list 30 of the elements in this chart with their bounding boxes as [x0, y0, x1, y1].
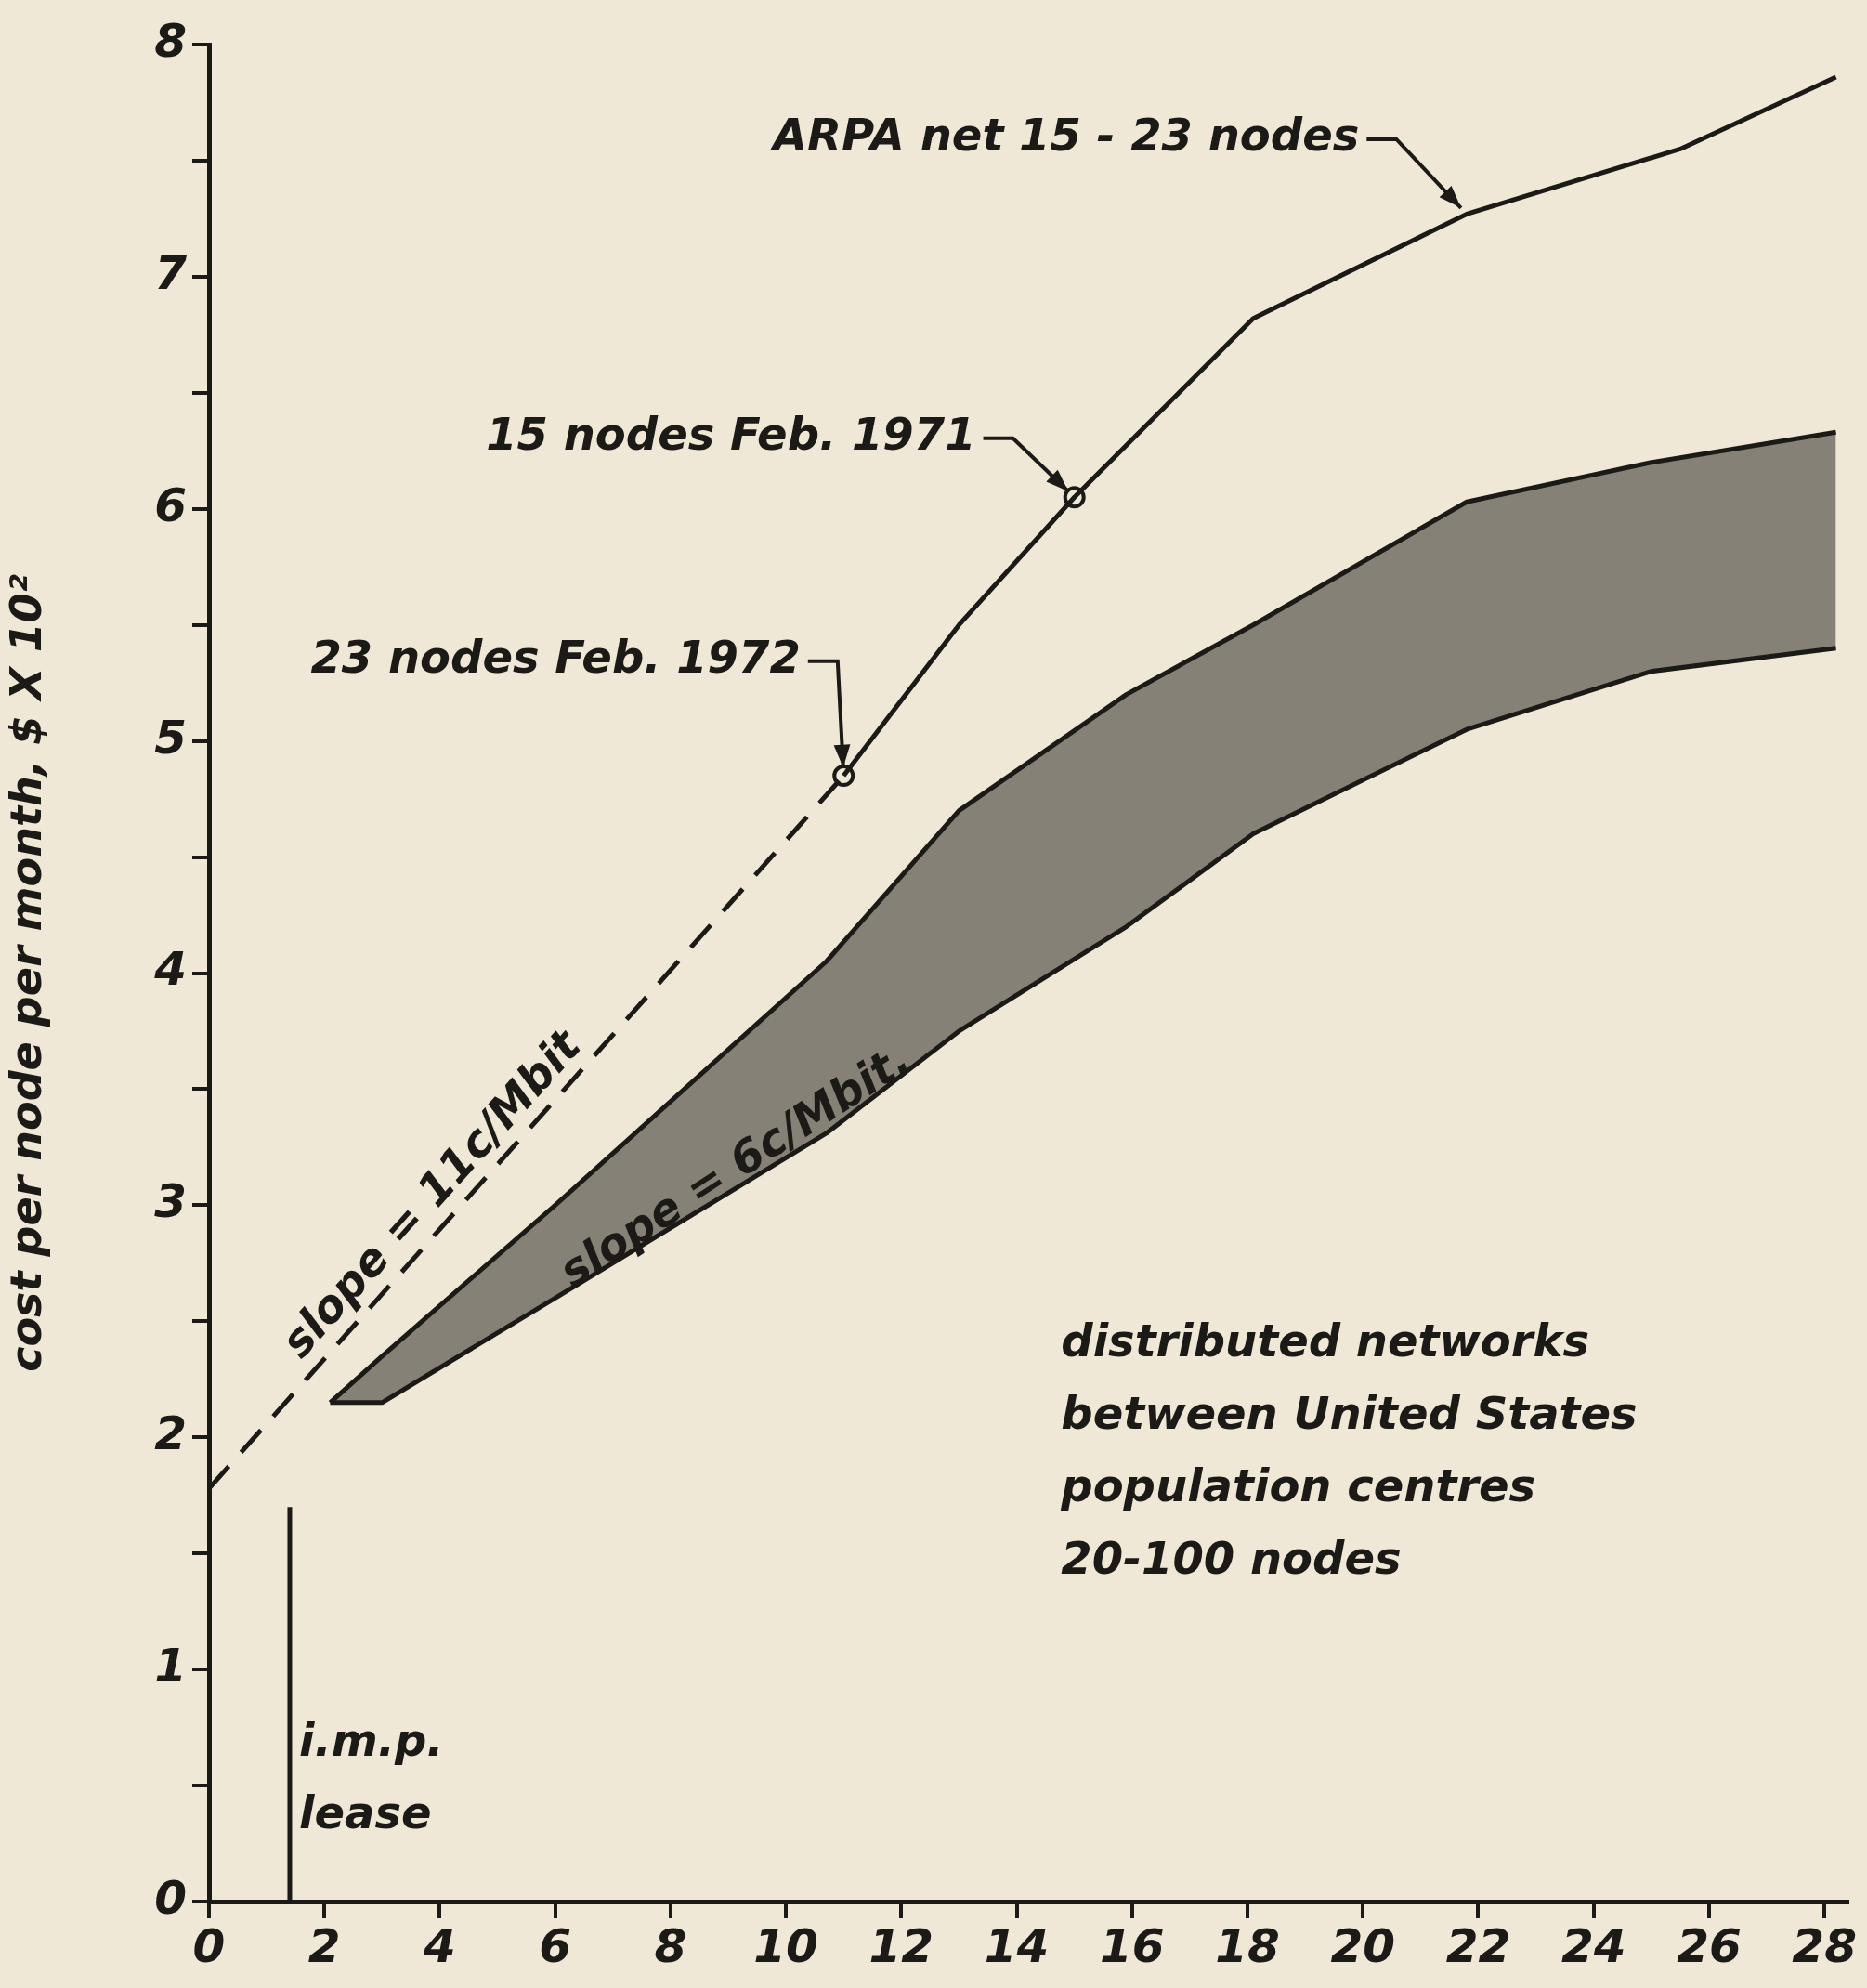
y-tick-label: 2: [154, 1406, 187, 1461]
annotation: 23 nodes Feb. 1972: [310, 631, 801, 684]
x-tick-label: 18: [1215, 1918, 1280, 1973]
x-tick-label: 2: [307, 1918, 341, 1973]
x-tick-label: 20: [1330, 1918, 1396, 1973]
y-tick-label: 7: [154, 245, 188, 300]
y-tick-label: 3: [154, 1174, 187, 1229]
x-tick-label: 10: [753, 1918, 818, 1973]
y-tick-label: 6: [154, 477, 187, 532]
x-tick-label: 26: [1677, 1918, 1742, 1973]
annotation: ARPA net 15 - 23 nodes: [768, 109, 1360, 162]
x-tick-label: 8: [654, 1918, 687, 1973]
x-tick-label: 6: [539, 1918, 572, 1973]
y-tick-label: 0: [154, 1870, 187, 1925]
annotation: i.m.p. lease: [299, 1713, 444, 1838]
y-axis-title: cost per node per month, $ X 10²: [0, 574, 51, 1372]
x-tick-label: 16: [1100, 1918, 1165, 1973]
y-tick-label: 1: [154, 1639, 187, 1694]
x-tick-label: 12: [868, 1918, 934, 1973]
x-tick-label: 22: [1445, 1918, 1511, 1973]
y-tick-label: 5: [154, 710, 187, 765]
annotation: 15 nodes Feb. 1971: [486, 408, 976, 461]
x-tick-label: 0: [192, 1918, 226, 1973]
x-tick-label: 4: [423, 1918, 456, 1973]
y-tick-label: 8: [154, 13, 187, 68]
annotation: distributed networks between United States population centres 20-100 nodes: [1060, 1314, 1638, 1584]
x-tick-label: 28: [1792, 1918, 1857, 1973]
y-tick-label: 4: [153, 942, 187, 997]
x-tick-label: 24: [1560, 1918, 1626, 1973]
x-tick-label: 14: [984, 1918, 1050, 1973]
